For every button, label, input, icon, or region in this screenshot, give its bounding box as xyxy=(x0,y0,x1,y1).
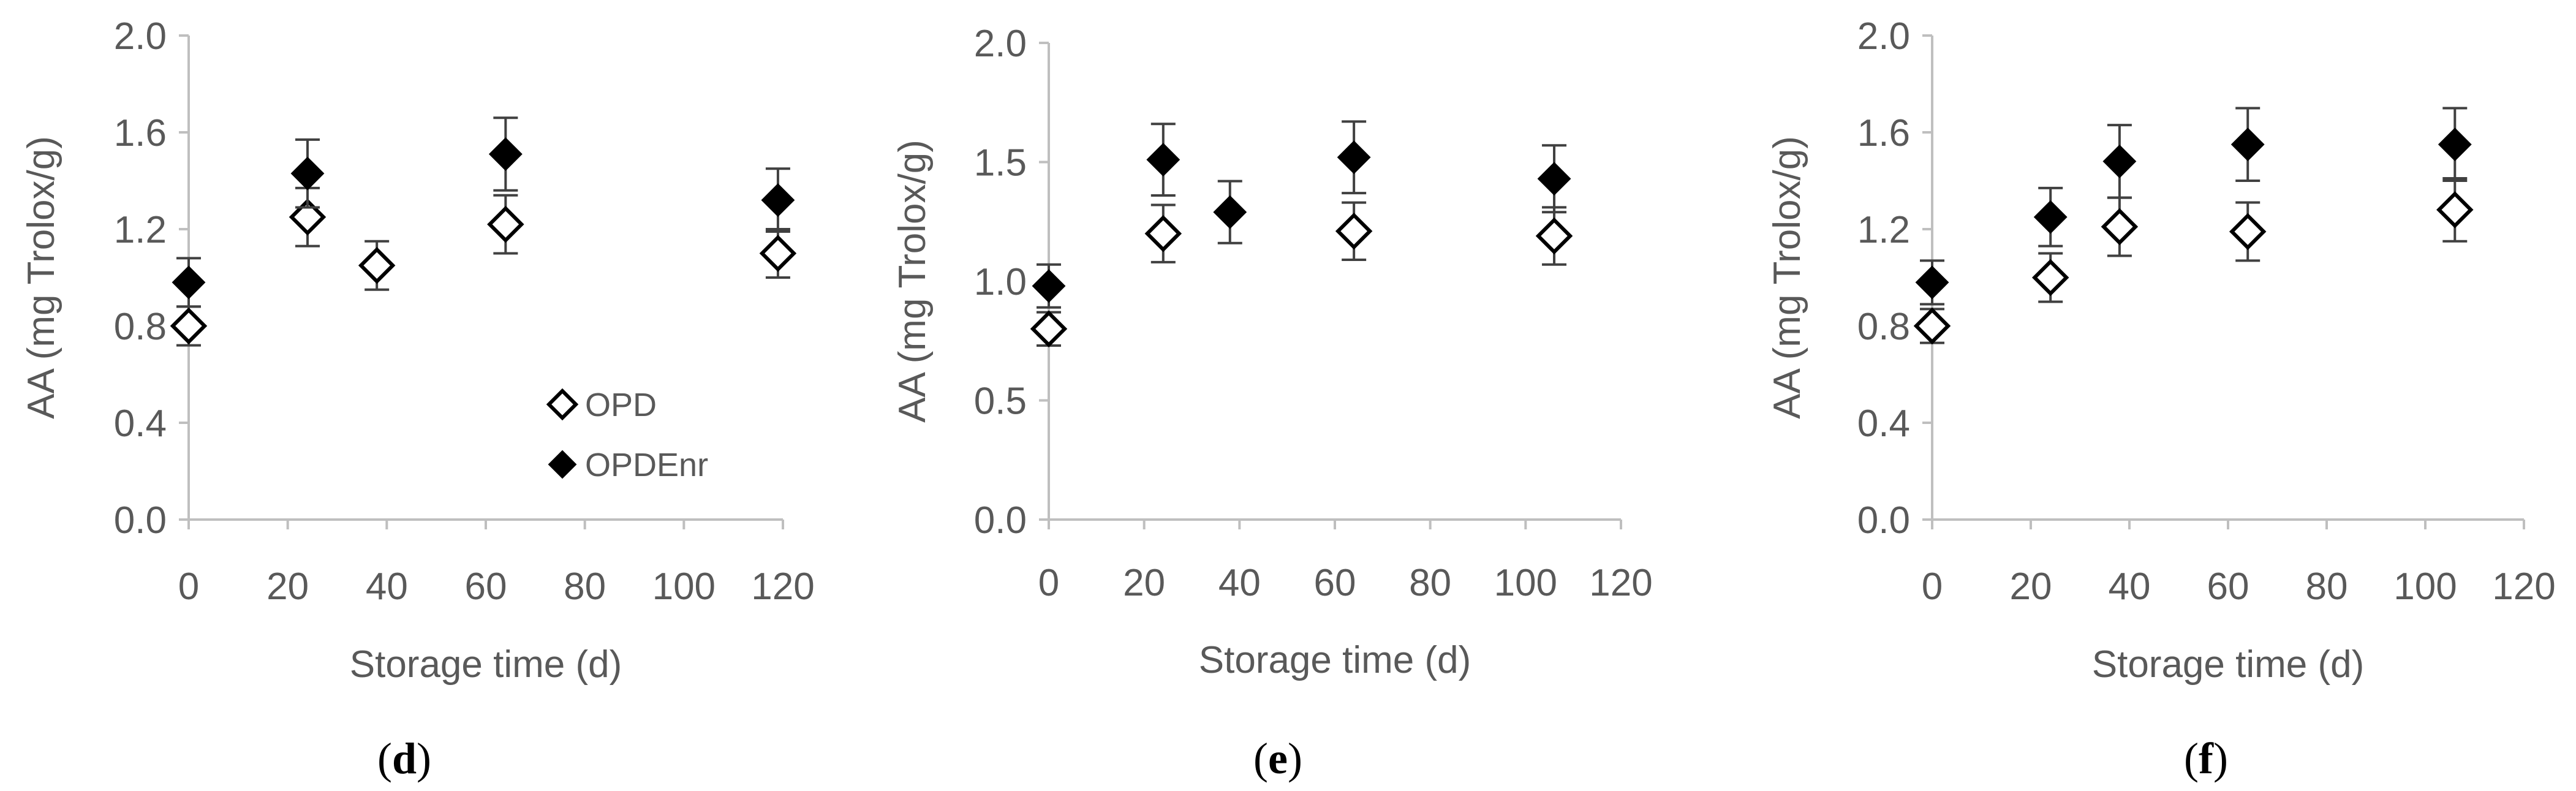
data-point-opdenr xyxy=(2033,200,2068,234)
y-tick-label: 1.2 xyxy=(1857,209,1910,251)
x-tick-label: 20 xyxy=(1123,562,1165,604)
data-point-opdenr xyxy=(2230,127,2265,162)
panel-label: (f) xyxy=(2184,734,2228,783)
data-point-opd xyxy=(2031,259,2069,297)
data-point-opdenr xyxy=(2438,127,2472,162)
data-point-opdenr xyxy=(1032,269,1066,303)
y-tick-label: 0.0 xyxy=(1857,499,1910,542)
x-tick-label: 80 xyxy=(2306,566,2348,608)
x-tick-label: 0 xyxy=(1922,566,1943,608)
y-tick-label: 0.0 xyxy=(114,499,167,542)
x-tick-label: 0 xyxy=(1038,562,1059,604)
y-tick-label: 1.0 xyxy=(974,261,1027,303)
x-tick-label: 20 xyxy=(266,566,309,608)
x-tick-label: 100 xyxy=(1494,562,1557,604)
legend: OPD OPDEnr xyxy=(546,387,708,483)
legend-label-opd: OPD xyxy=(585,387,657,423)
y-axis-title: AA (mg Trolox/g) xyxy=(20,136,62,419)
data-point-opd xyxy=(1535,217,1573,255)
data-point-opdenr xyxy=(1146,143,1180,177)
panel-label: (d) xyxy=(377,734,431,783)
data-point-opdenr xyxy=(172,265,206,300)
x-tick-label: 60 xyxy=(1314,562,1356,604)
y-tick-label: 0.0 xyxy=(974,499,1027,542)
data-point-opd xyxy=(1913,307,1951,345)
x-tick-label: 20 xyxy=(2010,566,2052,608)
data-point-opd xyxy=(1144,214,1182,252)
data-point-opdenr xyxy=(1337,140,1371,175)
x-tick-label: 40 xyxy=(2109,566,2151,608)
data-point-opd xyxy=(2436,191,2474,229)
chart-panel-3: 0.0 0.4 0.8 1.2 1.6 2.0 0 20 40 60 80 100 120 Storage… xyxy=(1766,15,2556,783)
data-point-opdenr xyxy=(761,183,795,218)
y-tick-label: 0.5 xyxy=(974,380,1027,423)
data-point-opd xyxy=(1030,310,1068,348)
y-tick-label: 1.6 xyxy=(1857,112,1910,154)
y-tick-label: 0.4 xyxy=(114,403,167,445)
data-point-opd xyxy=(759,235,797,272)
y-tick-label: 2.0 xyxy=(974,23,1027,65)
legend-marker-opdenr xyxy=(548,450,577,479)
y-tick-label: 0.4 xyxy=(1857,403,1910,445)
data-point-opdenr xyxy=(1537,162,1571,196)
x-tick-label: 80 xyxy=(564,566,606,608)
x-tick-label: 100 xyxy=(2393,566,2457,608)
data-point-opdenr xyxy=(488,137,523,171)
y-axis-title: AA (mg Trolox/g) xyxy=(1766,136,1808,419)
data-point-opdenr xyxy=(1213,195,1247,229)
data-point-opd xyxy=(170,307,208,345)
y-tick-label: 1.2 xyxy=(114,209,167,251)
data-point-opdenr xyxy=(290,156,325,191)
legend-label-opdenr: OPDEnr xyxy=(585,447,708,483)
x-axis-title: Storage time (d) xyxy=(1199,639,1471,681)
legend-marker-opd xyxy=(546,388,579,421)
x-axis-title: Storage time (d) xyxy=(2092,643,2365,686)
x-tick-label: 80 xyxy=(1409,562,1451,604)
data-point-opdenr xyxy=(1915,265,1949,300)
x-tick-label: 120 xyxy=(2492,566,2555,608)
data-point-opd xyxy=(1335,213,1373,250)
x-tick-label: 120 xyxy=(751,566,814,608)
y-tick-label: 2.0 xyxy=(1857,15,1910,58)
y-tick-label: 0.8 xyxy=(1857,306,1910,348)
y-tick-label: 0.8 xyxy=(114,306,167,348)
x-tick-label: 120 xyxy=(1589,562,1652,604)
x-tick-label: 40 xyxy=(366,566,408,608)
x-tick-label: 0 xyxy=(178,566,199,608)
y-axis-title: AA (mg Trolox/g) xyxy=(891,140,934,423)
data-point-opd xyxy=(2229,213,2267,251)
x-axis-title: Storage time (d) xyxy=(350,643,622,686)
data-point-opdenr xyxy=(2102,144,2137,178)
data-point-opd xyxy=(2101,208,2139,246)
data-point-opd xyxy=(289,199,327,236)
chart-panel-1: 0.0 0.4 0.8 1.2 1.6 2.0 0 20 40 60 80 100 120 Storage… xyxy=(20,15,815,783)
x-tick-label: 60 xyxy=(465,566,507,608)
x-tick-label: 40 xyxy=(1218,562,1261,604)
x-tick-label: 60 xyxy=(2207,566,2249,608)
x-tick-label: 100 xyxy=(652,566,716,608)
panel-label: (e) xyxy=(1253,734,1302,783)
data-point-opd xyxy=(487,205,524,243)
y-tick-label: 2.0 xyxy=(114,15,167,58)
y-tick-label: 1.5 xyxy=(974,142,1027,184)
y-tick-label: 1.6 xyxy=(114,112,167,154)
chart-panel-2: 0.0 0.5 1.0 1.5 2.0 0 20 40 60 80 100 120 Storage ti… xyxy=(891,23,1653,783)
data-point-opd xyxy=(358,247,396,284)
